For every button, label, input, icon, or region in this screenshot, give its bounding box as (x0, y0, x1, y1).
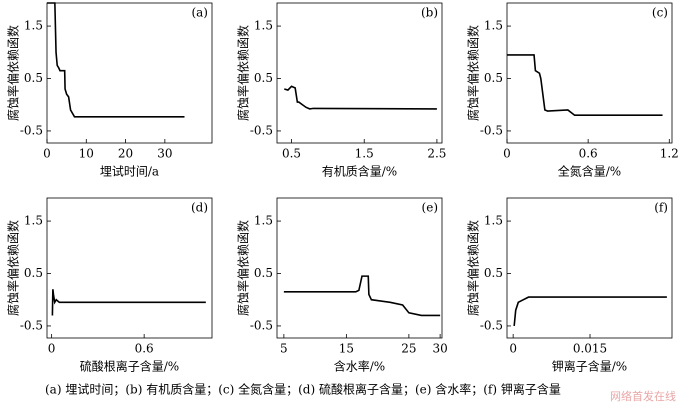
x-tick-label: 10 (79, 147, 94, 161)
y-tick-label: -0.5 (480, 318, 503, 332)
x-tick-label: 0.6 (135, 342, 154, 356)
y-tick-label: 0.5 (254, 266, 273, 280)
x-tick-label: 1.5 (355, 147, 374, 161)
y-tick-label: 0.5 (24, 266, 43, 280)
panel-label: (c) (652, 6, 668, 20)
x-tick-label: 25 (401, 342, 416, 356)
line (513, 296, 667, 327)
plot-frame (276, 2, 443, 144)
x-tick-label: 0.5 (282, 147, 301, 161)
y-tick-label: 0.5 (24, 71, 43, 85)
x-tick-label: 30 (157, 147, 172, 161)
y-axis-label: 腐蚀率偏依赖函数 (236, 220, 251, 316)
y-axis-label: 腐蚀率偏依赖函数 (466, 220, 481, 316)
x-axis-label: 有机质含量/% (322, 164, 397, 179)
panel-label: (a) (191, 6, 208, 20)
y-axis-label: 腐蚀率偏依赖函数 (6, 25, 21, 121)
x-tick-label: 15 (339, 342, 354, 356)
x-tick-label: 30 (432, 342, 447, 356)
y-tick-label: 0.5 (484, 266, 503, 280)
x-tick-label: 0 (503, 147, 511, 161)
line (283, 275, 441, 317)
y-axis-label: 腐蚀率偏依赖函数 (466, 25, 481, 121)
line (51, 289, 206, 316)
x-tick-label: 0 (509, 342, 517, 356)
plot-frame (276, 197, 443, 339)
y-tick-label: -0.5 (20, 318, 43, 332)
x-tick-label: 0 (48, 342, 56, 356)
plot-frame (506, 197, 673, 339)
panel-label: (d) (191, 201, 208, 215)
x-axis-label: 埋试时间/a (100, 164, 159, 179)
x-tick-label: 0.015 (573, 342, 607, 356)
plot-frame (46, 197, 213, 339)
x-axis-label: 全氮含量/% (558, 164, 621, 179)
x-axis-label: 钾离子含量/% (552, 359, 627, 374)
x-axis-label: 硫酸根离子含量/% (80, 359, 179, 374)
caption: (a) 埋试时间；(b) 有机质含量；(c) 全氮含量；(d) 硫酸根离子含量；… (45, 382, 561, 397)
x-tick-label: 0.6 (579, 147, 598, 161)
y-tick-label: 0.5 (254, 71, 273, 85)
y-tick-label: 0.5 (484, 71, 503, 85)
x-tick-label: 5 (280, 342, 288, 356)
y-tick-label: 1.5 (484, 19, 503, 33)
y-tick-label: 1.5 (254, 19, 273, 33)
y-tick-label: -0.5 (480, 123, 503, 137)
x-tick-label: 1.2 (660, 147, 679, 161)
x-tick-label: 20 (118, 147, 133, 161)
watermark: 网络首发在线 (610, 389, 676, 403)
y-tick-label: -0.5 (250, 123, 273, 137)
y-tick-label: 1.5 (24, 214, 43, 228)
x-tick-label: 0 (43, 147, 51, 161)
panel-label: (f) (654, 201, 668, 215)
y-tick-label: 1.5 (254, 214, 273, 228)
x-axis-label: 含水率/% (334, 359, 385, 374)
plot-frame (506, 2, 673, 144)
line (507, 54, 663, 117)
x-tick-label: 2.5 (427, 147, 446, 161)
y-axis-label: 腐蚀率偏依赖函数 (6, 220, 21, 316)
y-tick-label: 1.5 (484, 214, 503, 228)
y-axis-label: 腐蚀率偏依赖函数 (236, 25, 251, 121)
plot-frame (46, 2, 213, 144)
panel-label: (b) (421, 6, 438, 20)
y-tick-label: -0.5 (20, 123, 43, 137)
y-tick-label: 1.5 (24, 19, 43, 33)
panel-label: (e) (422, 201, 438, 215)
y-tick-label: -0.5 (250, 318, 273, 332)
line (284, 85, 437, 110)
line (47, 2, 185, 118)
